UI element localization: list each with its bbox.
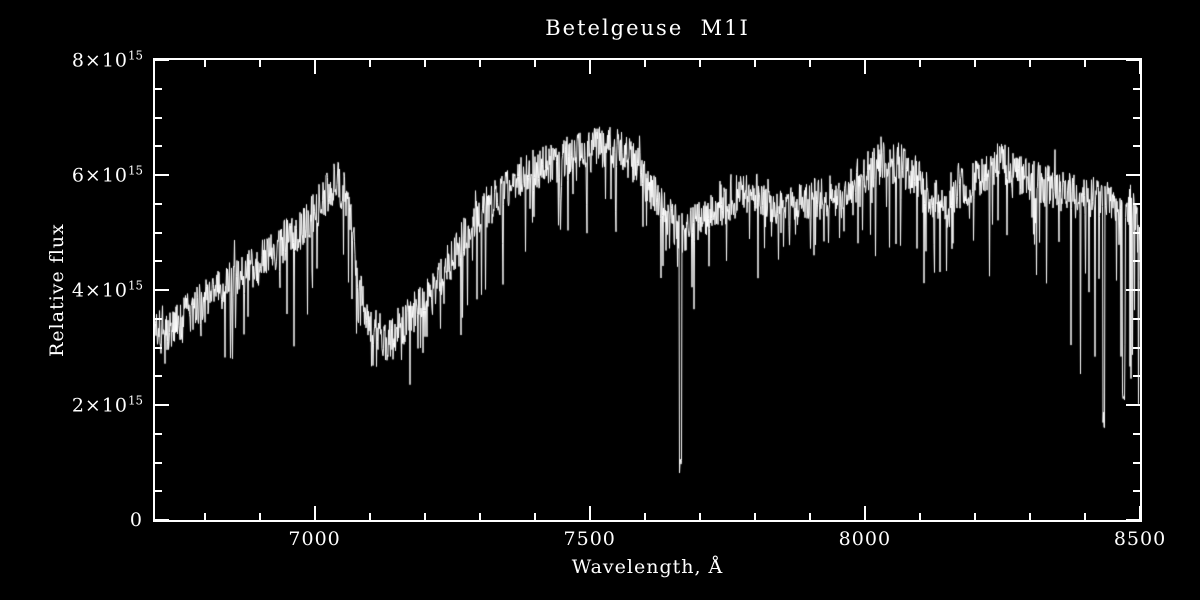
y-minor-tick xyxy=(1133,432,1140,435)
x-major-tick xyxy=(863,60,866,74)
x-major-tick xyxy=(313,506,316,520)
y-minor-tick xyxy=(1133,87,1140,90)
x-major-tick xyxy=(313,60,316,74)
y-major-tick xyxy=(1126,174,1140,176)
y-minor-tick xyxy=(1133,260,1140,263)
y-major-tick xyxy=(155,404,169,406)
x-minor-tick xyxy=(753,513,756,520)
y-minor-tick xyxy=(155,346,162,349)
y-minor-tick xyxy=(1133,202,1140,205)
y-major-tick xyxy=(1126,289,1140,291)
x-minor-tick xyxy=(203,60,206,67)
y-major-tick xyxy=(1126,404,1140,406)
x-major-tick xyxy=(588,60,591,74)
y-minor-tick xyxy=(155,145,162,148)
x-major-tick xyxy=(1139,506,1141,520)
x-minor-tick xyxy=(698,60,701,67)
x-minor-tick xyxy=(478,60,481,67)
x-minor-tick xyxy=(698,513,701,520)
y-tick-label: 4×1015 xyxy=(71,278,143,302)
y-minor-tick xyxy=(155,490,162,493)
x-minor-tick xyxy=(368,513,371,520)
y-minor-tick xyxy=(1133,116,1140,119)
y-major-tick xyxy=(155,59,169,61)
x-minor-tick xyxy=(478,513,481,520)
y-major-tick xyxy=(1126,519,1140,521)
plot-area xyxy=(153,58,1142,522)
x-minor-tick xyxy=(203,513,206,520)
y-tick-label: 8×1015 xyxy=(71,48,143,72)
x-major-tick xyxy=(588,506,591,520)
x-minor-tick xyxy=(1028,513,1031,520)
x-minor-tick xyxy=(423,513,426,520)
y-minor-tick xyxy=(1133,490,1140,493)
y-minor-tick xyxy=(155,461,162,464)
x-minor-tick xyxy=(808,513,811,520)
y-minor-tick xyxy=(155,116,162,119)
x-minor-tick xyxy=(423,60,426,67)
y-minor-tick xyxy=(155,202,162,205)
x-tick-label: 8500 xyxy=(1113,528,1167,550)
y-minor-tick xyxy=(1133,461,1140,464)
y-minor-tick xyxy=(155,260,162,263)
y-major-tick xyxy=(155,519,169,521)
x-minor-tick xyxy=(533,60,536,67)
y-minor-tick xyxy=(155,432,162,435)
x-minor-tick xyxy=(918,513,921,520)
y-minor-tick xyxy=(1133,346,1140,349)
chart-title: Betelgeuse M1I xyxy=(545,16,750,40)
y-axis-label: Relative flux xyxy=(46,223,68,357)
y-minor-tick xyxy=(1133,317,1140,320)
y-minor-tick xyxy=(155,317,162,320)
x-minor-tick xyxy=(1083,60,1086,67)
y-minor-tick xyxy=(155,231,162,234)
y-major-tick xyxy=(155,289,169,291)
x-minor-tick xyxy=(258,513,261,520)
x-minor-tick xyxy=(918,60,921,67)
x-minor-tick xyxy=(643,513,646,520)
x-minor-tick xyxy=(533,513,536,520)
x-minor-tick xyxy=(808,60,811,67)
x-tick-label: 8000 xyxy=(838,528,892,550)
y-minor-tick xyxy=(1133,375,1140,378)
x-minor-tick xyxy=(368,60,371,67)
x-minor-tick xyxy=(1028,60,1031,67)
x-minor-tick xyxy=(753,60,756,67)
y-tick-label: 2×1015 xyxy=(71,393,143,417)
x-major-tick xyxy=(1139,60,1141,74)
x-minor-tick xyxy=(973,513,976,520)
y-minor-tick xyxy=(1133,145,1140,148)
x-tick-label: 7500 xyxy=(563,528,616,550)
x-tick-label: 7000 xyxy=(288,528,341,550)
y-minor-tick xyxy=(1133,231,1140,234)
x-minor-tick xyxy=(973,60,976,67)
y-tick-label: 6×1015 xyxy=(71,163,143,187)
x-major-tick xyxy=(863,506,866,520)
x-minor-tick xyxy=(643,60,646,67)
y-major-tick xyxy=(1126,59,1140,61)
x-minor-tick xyxy=(1083,513,1086,520)
spectrum-line xyxy=(155,60,1140,520)
x-axis-label: Wavelength, Å xyxy=(571,556,724,578)
y-minor-tick xyxy=(155,87,162,90)
y-minor-tick xyxy=(155,375,162,378)
x-minor-tick xyxy=(258,60,261,67)
y-major-tick xyxy=(155,174,169,176)
y-tick-label: 0 xyxy=(129,509,143,531)
